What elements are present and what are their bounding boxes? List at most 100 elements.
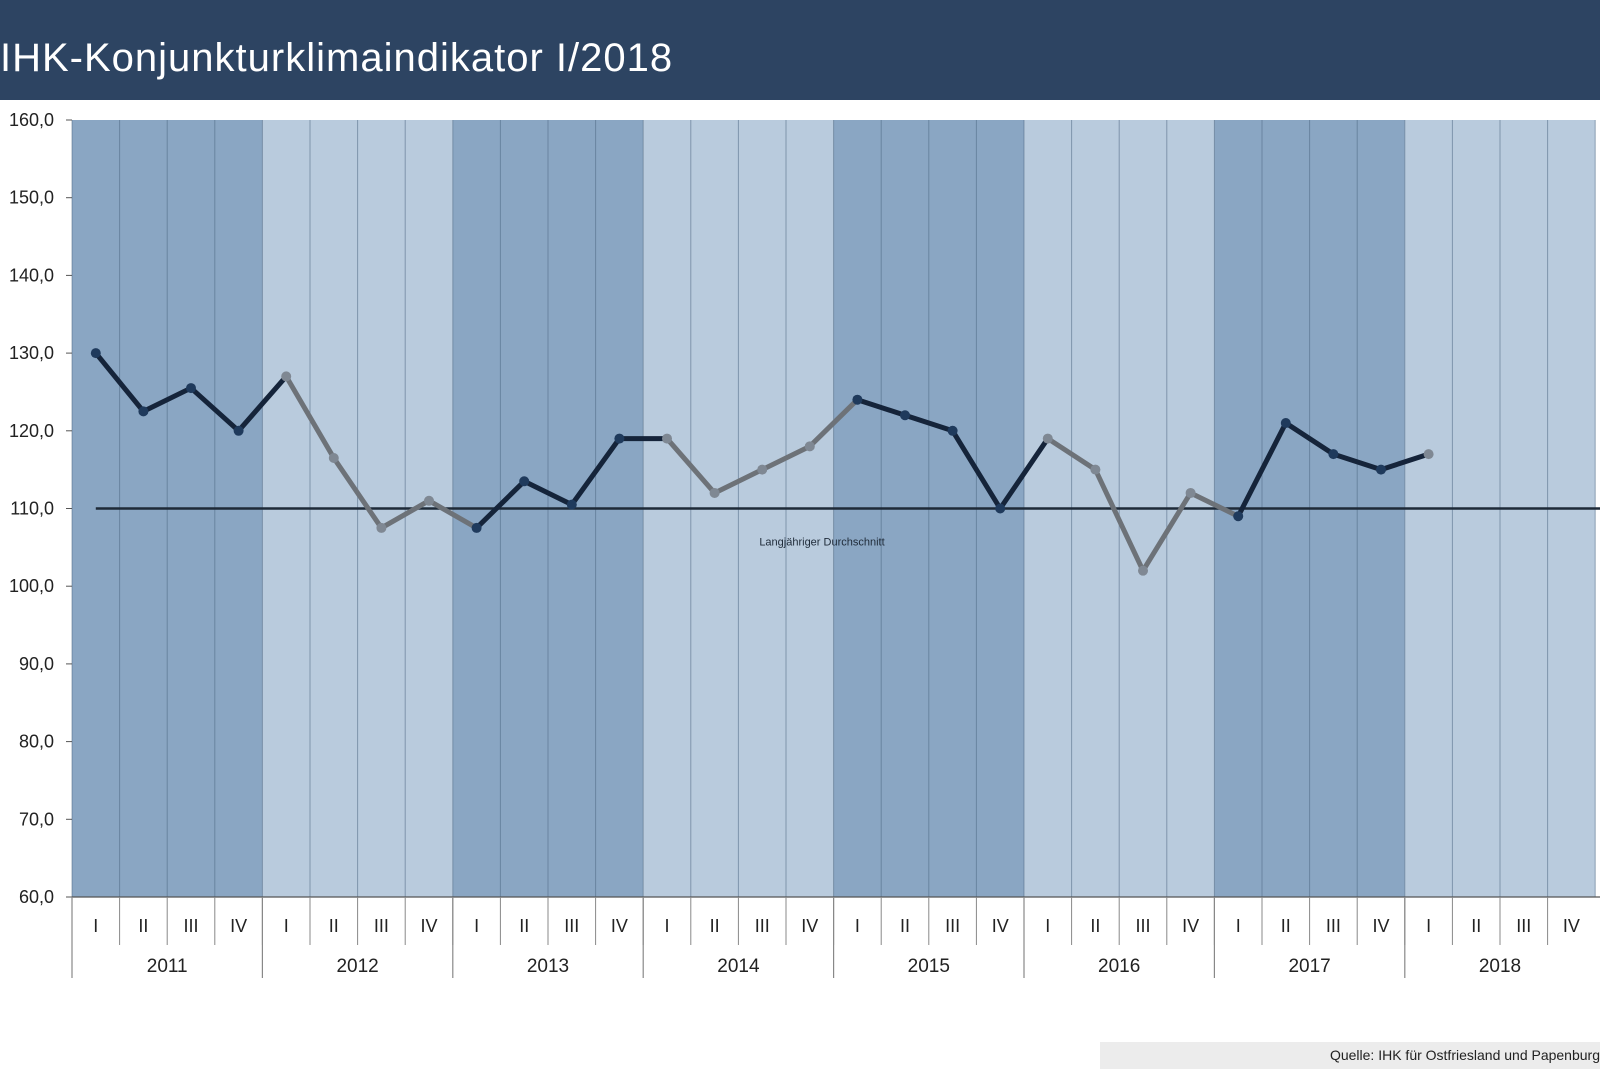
series-segment bbox=[759, 443, 813, 473]
quarter-label: III bbox=[1326, 916, 1341, 936]
series-segment bbox=[1235, 420, 1289, 519]
data-point bbox=[709, 487, 720, 498]
series-segment bbox=[331, 455, 384, 531]
series-segment bbox=[521, 478, 575, 508]
quarter-label: II bbox=[900, 916, 910, 936]
quarter-label: IV bbox=[1372, 916, 1389, 936]
data-point bbox=[1423, 449, 1434, 460]
series-segment bbox=[569, 436, 622, 508]
quarter-label: I bbox=[1426, 916, 1431, 936]
data-point bbox=[1090, 464, 1101, 475]
year-label: 2012 bbox=[336, 956, 378, 977]
quarter-label: IV bbox=[801, 916, 818, 936]
y-tick-label: 120,0 bbox=[9, 421, 54, 441]
y-tick-label: 140,0 bbox=[9, 265, 54, 285]
data-point bbox=[424, 495, 434, 506]
data-point bbox=[566, 499, 577, 510]
data-point bbox=[471, 522, 482, 533]
data-point bbox=[947, 425, 958, 436]
data-point bbox=[662, 433, 672, 444]
y-tick-label: 60,0 bbox=[19, 887, 54, 907]
series-segment bbox=[854, 397, 908, 418]
quarter-label: IV bbox=[420, 916, 437, 936]
data-point bbox=[90, 348, 101, 359]
reference-line-label: Langjähriger Durchschnitt bbox=[759, 537, 884, 549]
chart-header: IHK-Konjunkturklimaindikator I/2018 bbox=[0, 0, 1600, 100]
data-point bbox=[233, 425, 244, 436]
series-segment bbox=[283, 373, 337, 461]
quarter-label: I bbox=[664, 916, 669, 936]
quarter-label: IV bbox=[230, 916, 247, 936]
series-segment bbox=[236, 373, 289, 434]
data-point bbox=[757, 464, 768, 475]
series-segment bbox=[188, 385, 242, 434]
reference-line-group: Langjähriger Durchschnitt bbox=[95, 507, 1600, 549]
y-tick-label: 110,0 bbox=[10, 499, 54, 519]
quarter-label: III bbox=[1135, 916, 1150, 936]
data-point bbox=[281, 371, 292, 382]
series-segment bbox=[997, 436, 1051, 511]
series-segment bbox=[1283, 420, 1336, 457]
quarter-label: III bbox=[374, 916, 389, 936]
series-segment bbox=[474, 478, 527, 531]
y-axis-ticks: 60,0 70,0 80,0 90,0 100,0 110,0 120,0 130,0 140,… bbox=[9, 110, 72, 907]
year-label: 2018 bbox=[1479, 956, 1521, 977]
series-segment bbox=[712, 467, 765, 496]
series-segment bbox=[807, 397, 860, 449]
quarter-label: III bbox=[945, 916, 960, 936]
y-tick-label: 90,0 bbox=[19, 654, 54, 674]
quarter-label: II bbox=[138, 916, 148, 936]
data-point bbox=[328, 452, 339, 463]
series-segment bbox=[426, 498, 480, 531]
data-point bbox=[1042, 433, 1053, 444]
series-segment bbox=[378, 498, 432, 531]
data-point bbox=[138, 406, 149, 417]
quarter-label: I bbox=[1045, 916, 1050, 936]
year-label: 2017 bbox=[1288, 956, 1330, 977]
data-point bbox=[1138, 565, 1148, 576]
quarter-label: II bbox=[519, 916, 529, 936]
series-segment bbox=[1140, 490, 1194, 574]
data-series bbox=[90, 348, 1434, 576]
data-point bbox=[614, 433, 625, 444]
year-label: 2016 bbox=[1098, 956, 1140, 977]
quarter-label: II bbox=[710, 916, 720, 936]
data-point bbox=[1280, 418, 1291, 429]
quarter-label: IV bbox=[611, 916, 628, 936]
quarter-label: IV bbox=[992, 916, 1009, 936]
year-label: 2015 bbox=[908, 956, 950, 977]
series-segment bbox=[1378, 451, 1432, 473]
y-tick-label: 100,0 bbox=[9, 576, 54, 596]
y-tick-label: 130,0 bbox=[9, 343, 54, 363]
y-tick-label: 70,0 bbox=[19, 809, 54, 829]
data-point bbox=[1185, 487, 1196, 498]
quarter-label: III bbox=[1516, 916, 1531, 936]
data-point bbox=[519, 476, 530, 487]
series-segment bbox=[1330, 451, 1384, 473]
quarter-label: I bbox=[1236, 916, 1241, 936]
quarter-label: II bbox=[329, 916, 339, 936]
quarter-label: I bbox=[855, 916, 860, 936]
data-point bbox=[1233, 511, 1244, 522]
data-point bbox=[900, 410, 910, 421]
data-point bbox=[1328, 449, 1339, 460]
year-label: 2011 bbox=[147, 956, 188, 977]
data-point bbox=[376, 522, 387, 533]
quarter-label: II bbox=[1281, 916, 1291, 936]
series-segment bbox=[950, 428, 1003, 511]
data-point bbox=[186, 383, 196, 394]
data-point bbox=[804, 441, 815, 452]
quarter-label: I bbox=[284, 916, 289, 936]
data-point bbox=[995, 503, 1006, 514]
quarter-label: IV bbox=[1182, 916, 1199, 936]
quarter-label: II bbox=[1471, 916, 1481, 936]
quarter-label: II bbox=[1090, 916, 1100, 936]
quarter-label: I bbox=[93, 916, 98, 936]
data-point bbox=[852, 394, 863, 405]
series-segment bbox=[1188, 490, 1241, 519]
year-label: 2014 bbox=[717, 956, 760, 977]
series-segment bbox=[902, 412, 956, 434]
quarter-label: IV bbox=[1563, 916, 1580, 936]
series-segment bbox=[93, 350, 146, 414]
